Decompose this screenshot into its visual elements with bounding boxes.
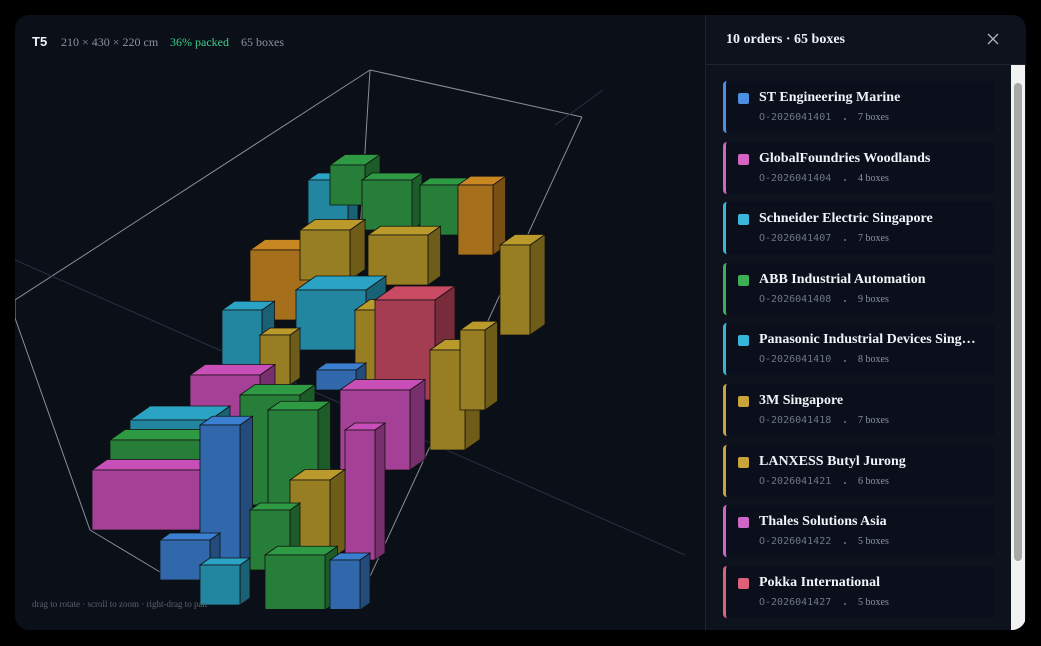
box-face [221,309,263,371]
order-box-count: 6 boxes [858,475,889,487]
order-swatch [738,274,749,286]
packed-boxes [90,153,547,609]
box-face [409,378,426,471]
box-face [457,184,494,256]
order-swatch [738,214,749,226]
order-item[interactable]: Pokka International O-2026041427 5 boxes [723,565,995,618]
box-face [359,552,371,609]
separator-dot [844,421,846,423]
order-id: O-2026041427 [759,596,832,608]
order-id: O-2026041408 [759,293,832,305]
order-item[interactable]: Panasonic Industrial Devices Sing… O-2026… [723,323,995,376]
box-face [289,327,301,386]
order-box-count: 5 boxes [858,596,889,608]
order-item[interactable]: GlobalFoundries Woodlands O-2026041404 4 b… [723,141,995,194]
separator-dot [844,239,846,242]
panel-title: 10 orders · 65 boxes [726,32,845,47]
box-face [91,469,213,531]
box-face [329,559,361,609]
order-swatch [738,335,749,347]
box-count: 65 boxes [241,35,284,49]
order-swatch [738,93,749,104]
box-face [329,164,366,206]
box-face [344,429,376,561]
box-face [429,349,466,451]
side-panel: 10 orders · 65 boxes ST Engineering Mari… [705,15,1026,630]
order-id: O-2026041401 [759,112,832,123]
order-name: Schneider Electric Singapore [759,211,933,227]
order-box-count: 7 boxes [858,415,889,426]
order-name: ST Engineering Marine [759,90,901,105]
box-face [374,422,386,561]
order-name: Thales Solutions Asia [759,514,887,530]
order-id: O-2026041404 [759,172,832,184]
box-face [459,329,486,411]
box-face [158,532,222,541]
box-face [367,234,429,286]
divider [706,64,1026,65]
order-box-count: 7 boxes [858,233,889,245]
order-id: O-2026041418 [759,415,832,426]
box-face [427,225,441,286]
order-id: O-2026041410 [759,354,832,366]
packed-percent: 36% packed [170,35,229,49]
order-id: O-2026041421 [759,475,832,487]
scrollbar[interactable] [1011,65,1025,630]
hint: drag to rotate · scroll to zoom · right-… [32,599,207,609]
order-box-count: 8 boxes [858,354,889,366]
scene-3d[interactable] [15,15,705,630]
order-name: Pokka International [759,574,880,590]
order-box-count: 5 boxes [858,536,889,548]
box-face [499,244,531,336]
order-box-count: 4 boxes [858,172,889,184]
box-face [199,564,241,606]
order-item[interactable]: ST Engineering Marine O-2026041401 7 boxes [723,81,995,133]
box-face [529,233,546,336]
box-face [108,429,217,441]
box-face [361,179,413,231]
box-face [338,379,427,391]
separator-dot [844,602,846,605]
box-face [239,557,251,606]
order-box-count: 9 boxes [858,293,889,305]
order-swatch [738,456,749,468]
order-id: O-2026041422 [759,536,832,548]
order-name: 3M Singapore [759,393,844,408]
order-item[interactable]: Thales Solutions Asia O-2026041422 5 boxes [723,505,995,558]
scroll-thumb[interactable] [1014,83,1022,561]
separator-dot [844,299,846,302]
order-item[interactable]: 3M Singapore O-2026041418 7 boxes [723,384,995,436]
order-swatch [738,517,749,529]
box-face [484,320,498,411]
order-name: LANXESS Butyl Jurong [759,453,906,469]
separator-dot [844,481,846,484]
order-item[interactable]: ABB Industrial Automation O-2026041408 9 b… [723,262,995,315]
box-face [263,545,339,556]
box-face [299,229,351,281]
box-face [366,225,442,236]
separator-dot [844,118,846,120]
close-button[interactable] [987,33,999,45]
order-swatch [738,153,749,165]
dimensions: 210 × 430 × 220 cm [61,35,159,49]
separator-dot [844,178,846,181]
order-item[interactable]: LANXESS Butyl Jurong O-2026041421 6 boxes [723,444,995,497]
box-face [264,554,326,609]
card: T5 210 × 430 × 220 cm 36% packed 65 boxe… [15,15,1026,630]
order-swatch [738,396,749,407]
box-face [188,364,277,376]
order-swatch [738,577,749,589]
order-box-count: 7 boxes [858,112,889,123]
order-id: O-2026041407 [759,233,832,245]
order-name: Panasonic Industrial Devices Sing… [759,332,976,348]
order-name: GlobalFoundries Woodlands [759,150,931,166]
separator-dot [844,360,846,363]
separator-dot [844,542,846,545]
order-name: ABB Industrial Automation [759,271,926,287]
order-item[interactable]: Schneider Electric Singapore O-2026041407… [723,202,995,255]
truck-id: T5 [32,34,48,49]
box-face [360,172,424,181]
